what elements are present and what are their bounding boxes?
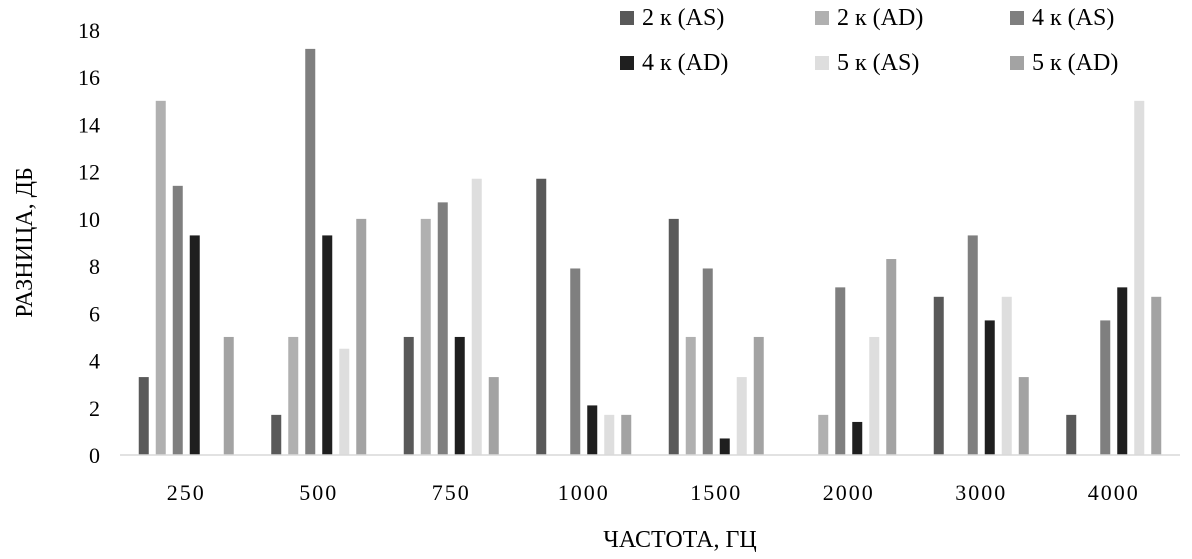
x-tick-label: 3000 [955, 480, 1007, 505]
legend-label: 4 к (AD) [642, 50, 728, 76]
bar [339, 348, 350, 455]
bar [869, 336, 880, 455]
legend: 2 к (AS) 2 к (AD) 4 к (AS) 4 к (AD) 5 к (AS)… [620, 5, 1118, 76]
legend-label: 2 к (AS) [642, 5, 724, 31]
bar [437, 202, 448, 455]
bar [587, 405, 598, 455]
bar [835, 287, 846, 455]
bar [1100, 320, 1111, 455]
bar [403, 336, 414, 455]
bar [668, 218, 679, 455]
bar [1134, 100, 1145, 455]
bar [1151, 296, 1162, 455]
x-axis-ticks: 250 500 750 1000 1500 2000 3000 4000 [167, 480, 1140, 505]
x-tick-label: 2000 [823, 480, 875, 505]
y-tick-label: 10 [78, 207, 100, 232]
bar [685, 336, 696, 455]
bar [189, 235, 200, 455]
bar [886, 259, 897, 455]
bar [1117, 287, 1128, 455]
bar [1066, 414, 1077, 455]
y-tick-label: 6 [89, 301, 100, 326]
legend-swatch [1010, 56, 1024, 70]
legend-label: 2 к (AD) [837, 5, 923, 31]
bar [967, 235, 978, 455]
legend-swatch [815, 56, 829, 70]
y-axis-title: РАЗНИЦА, ДБ [12, 167, 38, 318]
y-tick-label: 2 [89, 396, 100, 421]
bar [1001, 296, 1012, 455]
bar [305, 48, 316, 456]
y-tick-label: 16 [78, 65, 100, 90]
legend-label: 5 к (AD) [1032, 50, 1118, 76]
y-tick-label: 8 [89, 254, 100, 279]
bar [172, 185, 183, 456]
bar [604, 414, 615, 455]
legend-swatch [620, 56, 634, 70]
bar [488, 377, 499, 455]
bar [155, 100, 166, 455]
bar [454, 336, 465, 455]
bar [753, 336, 764, 455]
x-axis-title: ЧАСТОТА, ГЦ [603, 527, 756, 553]
legend-swatch [620, 11, 634, 25]
legend-label: 5 к (AS) [837, 50, 919, 76]
bar [852, 421, 863, 455]
bar [702, 268, 713, 455]
bar [420, 218, 431, 455]
chart-bars [138, 48, 1162, 456]
y-tick-label: 18 [78, 18, 100, 43]
x-tick-label: 1000 [558, 480, 610, 505]
bar [736, 377, 747, 455]
y-tick-label: 12 [78, 160, 100, 185]
bar [933, 296, 944, 455]
bar [322, 235, 333, 455]
legend-label: 4 к (AS) [1032, 5, 1114, 31]
x-tick-label: 750 [432, 480, 471, 505]
legend-swatch [1010, 11, 1024, 25]
bar [570, 268, 581, 455]
bar [621, 414, 632, 455]
bar [288, 336, 299, 455]
y-tick-label: 4 [89, 349, 100, 374]
bar [471, 178, 482, 455]
bar [536, 178, 547, 455]
bar [271, 414, 282, 455]
bar [356, 218, 367, 455]
x-tick-label: 250 [167, 480, 206, 505]
x-tick-label: 4000 [1088, 480, 1140, 505]
x-tick-label: 500 [299, 480, 338, 505]
bar [223, 336, 234, 455]
bar [984, 320, 995, 455]
y-tick-label: 14 [78, 112, 100, 137]
y-tick-label: 0 [89, 443, 100, 468]
legend-swatch [815, 11, 829, 25]
bar [138, 377, 149, 455]
bar [1018, 377, 1029, 455]
x-tick-label: 1500 [690, 480, 742, 505]
bar [719, 438, 730, 455]
bar [818, 414, 829, 455]
y-axis-ticks: 0 2 4 6 8 10 12 14 16 18 [78, 18, 100, 468]
